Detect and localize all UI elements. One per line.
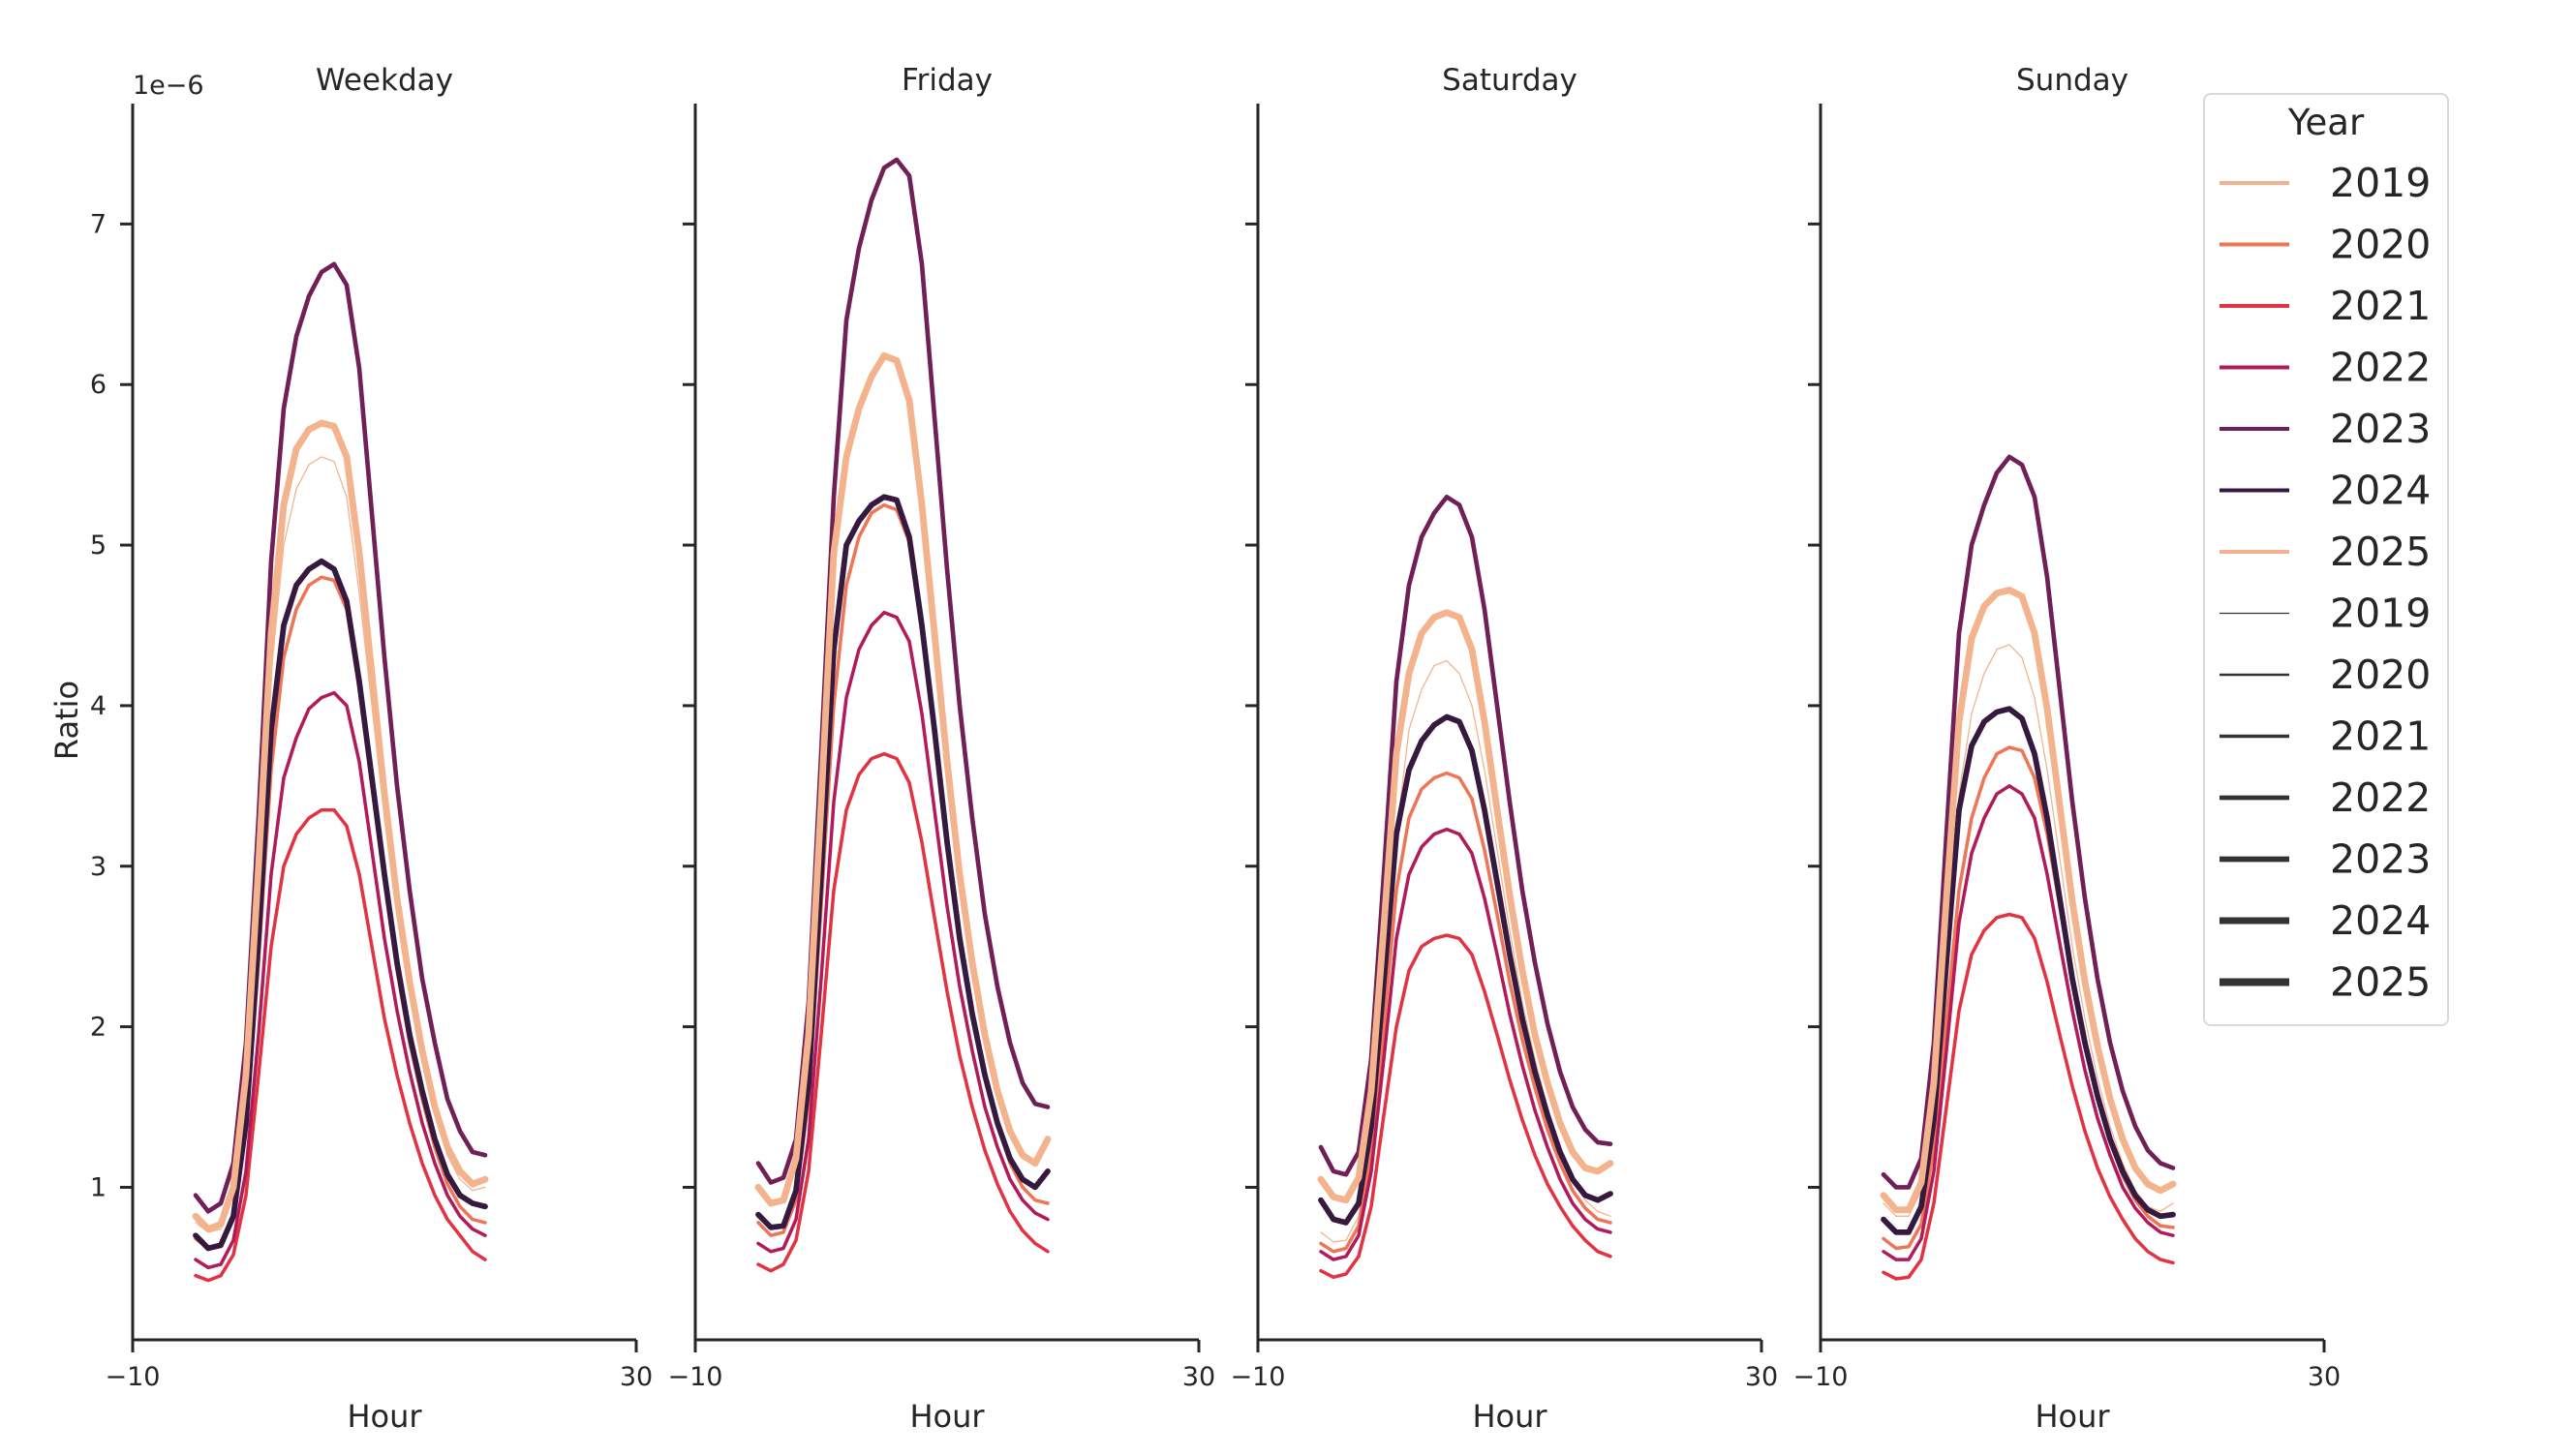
x-tick-label: 30: [620, 1362, 653, 1392]
series-line-2022: [194, 690, 487, 1270]
legend-label: 2025: [2330, 529, 2431, 575]
x-tick-label: 30: [1182, 1362, 1215, 1392]
series-line-2023: [1881, 454, 2176, 1190]
series-line-2025: [1880, 587, 2177, 1214]
legend-label: 2023: [2330, 836, 2431, 883]
y-tick-label: 5: [90, 531, 107, 561]
panel-friday: Friday −10 30 Hour: [668, 63, 1216, 1435]
x-axis-label: Hour: [909, 1398, 985, 1435]
series-line-2022: [756, 610, 1050, 1254]
series-line-2021: [756, 751, 1050, 1273]
legend-label: 2019: [2330, 160, 2431, 206]
panel-title: Weekday: [316, 63, 453, 98]
series-line-2023: [193, 261, 488, 1214]
y-tick-label: 4: [90, 691, 107, 721]
legend-label: 2022: [2330, 345, 2431, 391]
series-line-2024: [1318, 713, 1613, 1226]
panel-saturday: Saturday −10 30 Hour: [1231, 63, 1779, 1435]
series-line-2024: [193, 558, 488, 1252]
legend: Year 2019 2020 2021 2022 2023 2024 2025 2019 2020…: [2203, 93, 2449, 1026]
y-tick-label: 6: [90, 370, 107, 400]
legend-title: Year: [2287, 102, 2365, 143]
legend-label: 2025: [2330, 959, 2431, 1006]
series-line-2022: [1319, 827, 1612, 1261]
y-axis-label: Ratio: [48, 681, 85, 760]
series-line-2024: [755, 494, 1051, 1230]
series-line-2022: [1882, 784, 2175, 1261]
series-line-2021: [194, 807, 487, 1283]
legend-label: 2021: [2330, 713, 2431, 760]
legend-label: 2021: [2330, 283, 2431, 329]
x-axis-label: Hour: [2035, 1398, 2110, 1435]
x-tick-label: −10: [1231, 1362, 1286, 1392]
y-tick-label: 2: [90, 1013, 107, 1043]
legend-label: 2022: [2330, 774, 2431, 821]
x-tick-label: 30: [1745, 1362, 1778, 1392]
series-line-2025: [1317, 609, 1614, 1204]
y-tick-label: 7: [90, 209, 107, 239]
x-tick-label: −10: [668, 1362, 723, 1392]
panel-weekday: Weekday 1 2 3 4 5 6 7 −10 30 Hour: [90, 63, 653, 1435]
series-line-2025: [192, 419, 489, 1233]
legend-label: 2024: [2330, 897, 2431, 944]
y-offset-label: 1e−6: [133, 71, 204, 101]
x-tick-label: −10: [1793, 1362, 1849, 1392]
series-line-2025: [754, 351, 1052, 1207]
legend-label: 2020: [2330, 652, 2431, 698]
panel-title: Sunday: [2016, 63, 2128, 98]
series-line-2021: [1319, 933, 1612, 1280]
series-line-2020: [1319, 771, 1612, 1254]
panel-title: Friday: [902, 63, 993, 98]
x-tick-label: −10: [106, 1362, 161, 1392]
x-tick-label: 30: [2308, 1362, 2341, 1392]
series-line-2023: [755, 157, 1051, 1185]
legend-label: 2019: [2330, 591, 2431, 637]
series-line-2023: [1318, 494, 1613, 1177]
legend-frame: [2203, 93, 2449, 1026]
legend-label: 2020: [2330, 222, 2431, 268]
y-tick-label: 1: [90, 1172, 107, 1202]
series-line-2021: [1882, 912, 2175, 1281]
legend-label: 2023: [2330, 406, 2431, 452]
x-axis-label: Hour: [347, 1398, 422, 1435]
x-axis-label: Hour: [1472, 1398, 1547, 1435]
panel-title: Saturday: [1442, 63, 1577, 98]
panel-sunday: Sunday −10 30 Hour: [1793, 63, 2342, 1435]
y-tick-label: 3: [90, 852, 107, 882]
series-line-2024: [1881, 706, 2176, 1235]
legend-label: 2024: [2330, 468, 2431, 514]
